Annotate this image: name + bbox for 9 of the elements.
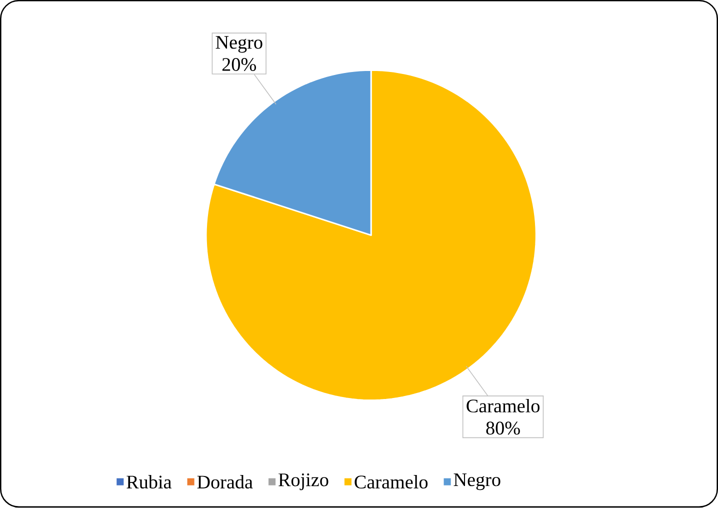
data-label: 80%	[486, 422, 520, 435]
slice-label: Caramelo	[466, 399, 540, 413]
legend-label: Rubia	[126, 475, 172, 489]
slice-label: Negro	[216, 36, 262, 53]
legend-label: Caramelo	[354, 475, 428, 489]
legend-label: Negro	[454, 474, 500, 490]
legend-label: Dorada	[197, 475, 253, 489]
data-label: 20%	[222, 58, 256, 72]
legend-label: Rojizo	[278, 474, 328, 490]
